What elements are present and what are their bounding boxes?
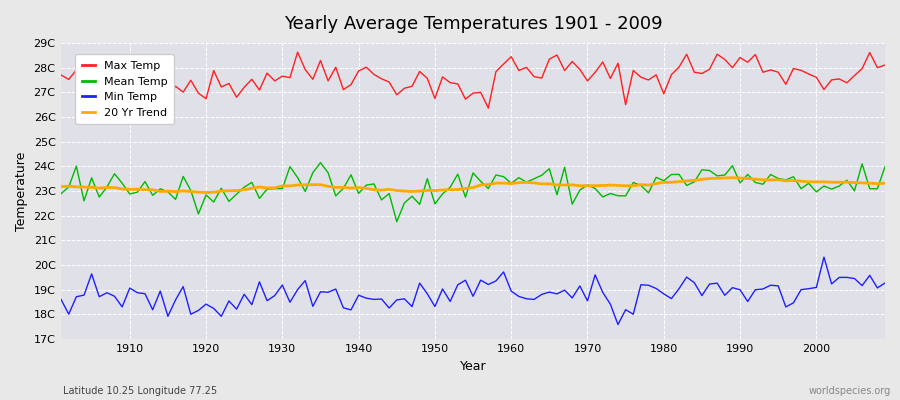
Legend: Max Temp, Mean Temp, Min Temp, 20 Yr Trend: Max Temp, Mean Temp, Min Temp, 20 Yr Tre…	[75, 54, 174, 124]
Y-axis label: Temperature: Temperature	[15, 151, 28, 230]
X-axis label: Year: Year	[460, 360, 486, 373]
Text: worldspecies.org: worldspecies.org	[809, 386, 891, 396]
Title: Yearly Average Temperatures 1901 - 2009: Yearly Average Temperatures 1901 - 2009	[284, 15, 662, 33]
Text: Latitude 10.25 Longitude 77.25: Latitude 10.25 Longitude 77.25	[63, 386, 217, 396]
